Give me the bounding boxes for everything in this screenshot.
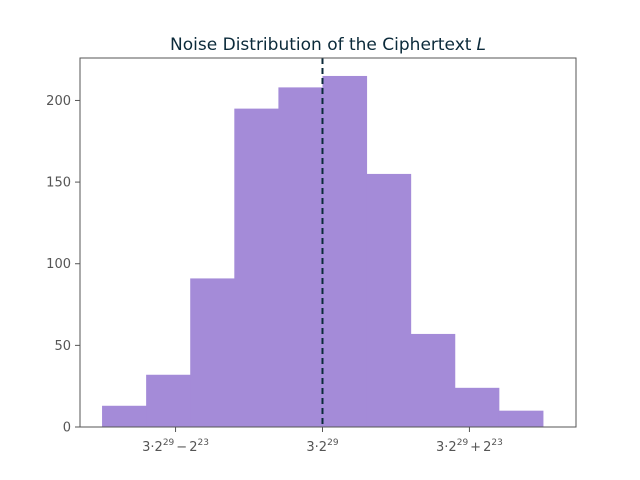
histogram-bar (454, 387, 500, 427)
x-axis-ticks: 3·229−223 3·229 3·229 +223 (142, 427, 503, 455)
y-tick-label: 150 (46, 176, 71, 191)
y-axis-ticks: 0 50 100 150 200 (46, 94, 80, 436)
x-tick-label: 3·229−223 (142, 438, 209, 455)
histogram-bar (498, 410, 544, 427)
y-tick-label: 0 (63, 421, 71, 436)
histogram-bar (190, 278, 235, 427)
y-tick-label: 50 (54, 339, 71, 354)
histogram-bar (146, 374, 191, 427)
y-tick-label: 200 (46, 94, 71, 109)
histogram-bars (102, 75, 544, 428)
x-tick-label: 3·229 +223 (436, 438, 503, 455)
y-tick-label: 100 (46, 257, 71, 272)
histogram-bar (234, 108, 279, 427)
histogram-bar (410, 333, 456, 427)
histogram-bar (278, 87, 323, 428)
histogram-bar (366, 173, 412, 427)
histogram-bar (322, 75, 368, 427)
x-tick-label: 3·229 (306, 438, 338, 455)
histogram-bar (102, 405, 147, 427)
chart-title: Noise Distribution of the Ciphertext L (170, 35, 486, 55)
chart-title-text: Noise Distribution of the Ciphertext (170, 35, 472, 55)
chart-title-variable: L (476, 35, 485, 55)
plot-frame (79, 57, 577, 428)
